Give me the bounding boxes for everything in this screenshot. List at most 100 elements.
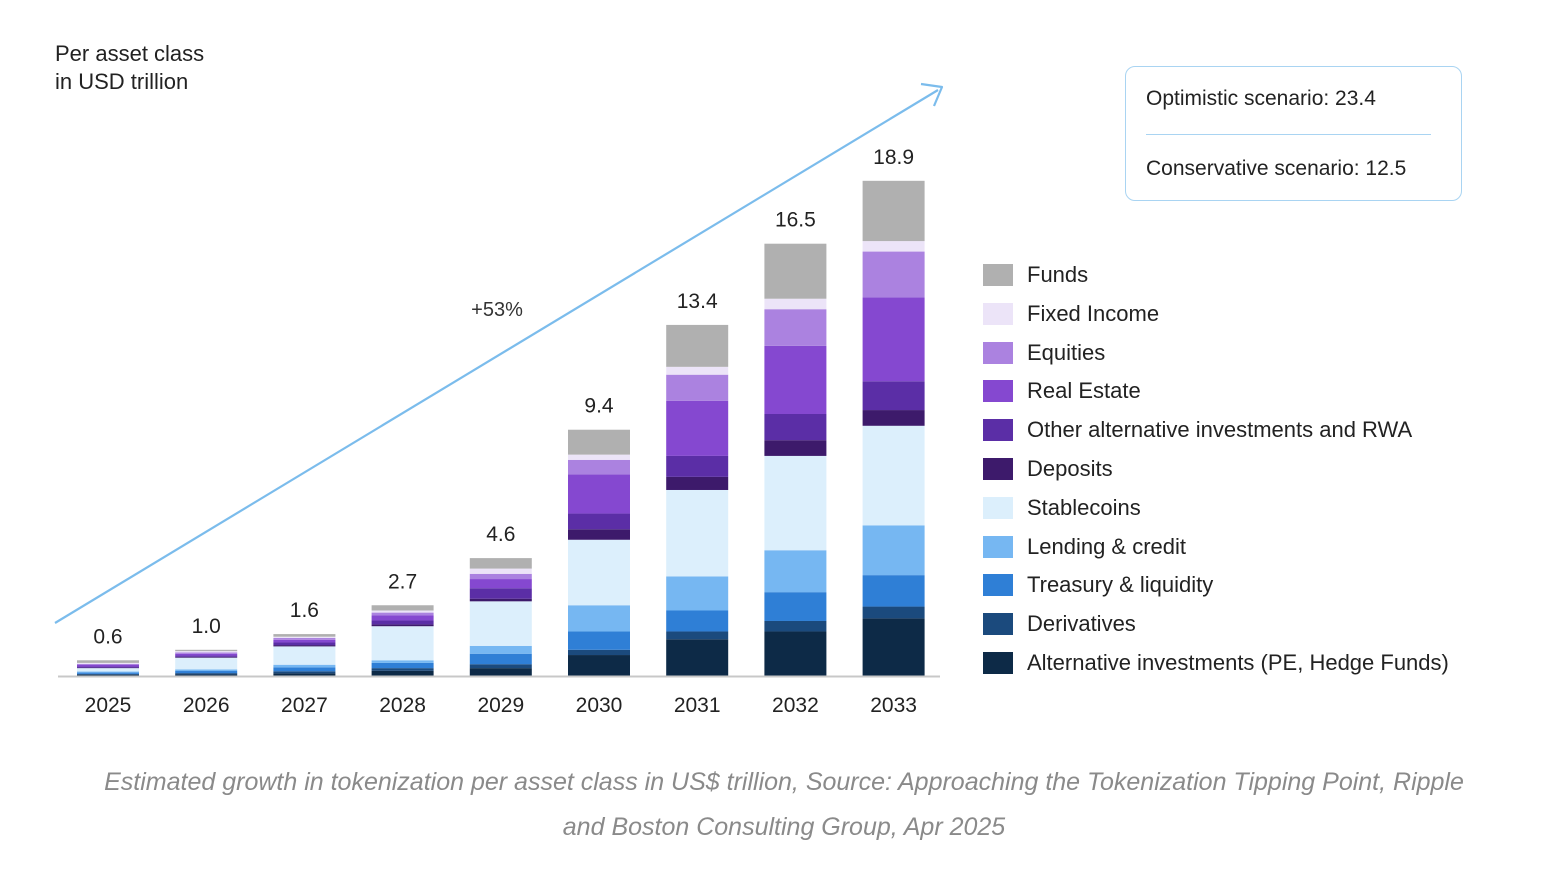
bar-total-label-2030: 9.4 xyxy=(584,395,614,418)
bar-segment-2030-1 xyxy=(568,649,630,656)
x-tick-label-2027: 2027 xyxy=(281,694,328,717)
legend-item: Alternative investments (PE, Hedge Funds… xyxy=(983,648,1449,678)
legend-label: Alternative investments (PE, Hedge Funds… xyxy=(1027,650,1449,675)
bar-segment-2033-7 xyxy=(862,297,925,382)
legend-swatch xyxy=(983,496,1013,519)
legend-item: Funds xyxy=(983,260,1088,290)
bar-segment-2028-7 xyxy=(371,615,434,621)
bar-segment-2032-8 xyxy=(764,309,827,346)
bar-segment-2027-3 xyxy=(273,664,336,668)
bar-segment-2026-1 xyxy=(175,673,238,675)
bar-segment-2031-9 xyxy=(666,366,729,375)
bar-segment-2028-8 xyxy=(371,612,434,616)
bar-segment-2027-10 xyxy=(273,634,336,637)
legend-item: Treasury & liquidity xyxy=(983,570,1213,600)
bar-segment-2027-6 xyxy=(273,642,336,646)
bar-segment-2026-0 xyxy=(175,674,238,676)
legend-swatch xyxy=(983,380,1013,403)
legend-item: Lending & credit xyxy=(983,532,1186,562)
legend-swatch xyxy=(983,419,1013,442)
bar-segment-2030-5 xyxy=(568,529,630,540)
bar-segment-2027-9 xyxy=(273,636,336,639)
bar-total-label-2031: 13.4 xyxy=(677,290,718,313)
bar-segment-2031-4 xyxy=(666,489,729,577)
bar-segment-2028-4 xyxy=(371,626,434,661)
bar-segment-2027-2 xyxy=(273,667,336,672)
x-tick-label-2025: 2025 xyxy=(85,694,132,717)
bar-total-label-2032: 16.5 xyxy=(775,209,816,232)
bar-segment-2027-4 xyxy=(273,646,336,665)
legend-label: Real Estate xyxy=(1027,378,1141,404)
bar-segment-2033-9 xyxy=(862,241,925,252)
legend-swatch xyxy=(983,458,1013,480)
legend-item: Stablecoins xyxy=(983,493,1141,523)
bar-segment-2032-2 xyxy=(764,592,827,621)
bar-segment-2025-2 xyxy=(77,672,139,674)
legend-label: Equities xyxy=(1027,339,1106,365)
legend-swatch xyxy=(983,535,1013,558)
bar-total-label-2027: 1.6 xyxy=(290,599,319,622)
bar-segment-2028-10 xyxy=(371,605,434,611)
bar-segment-2032-9 xyxy=(764,298,827,310)
legend-item: Deposits xyxy=(983,454,1113,484)
bar-segment-2029-0 xyxy=(469,668,532,676)
bar-segment-2031-5 xyxy=(666,476,729,490)
bar-segment-2027-0 xyxy=(273,673,336,676)
x-tick-label-2031: 2031 xyxy=(674,694,721,717)
bar-segment-2029-2 xyxy=(469,653,532,665)
bar-segment-2025-8 xyxy=(77,663,139,665)
growth-arrow-head xyxy=(920,82,944,107)
bar-segment-2028-9 xyxy=(371,610,434,613)
bar-segment-2028-1 xyxy=(371,668,434,671)
legend-item: Other alternative investments and RWA xyxy=(983,415,1412,445)
bar-segment-2032-10 xyxy=(764,243,827,299)
bar-segment-2033-10 xyxy=(862,180,925,242)
bar-segment-2029-1 xyxy=(469,664,532,669)
y-axis-label-line-1: Per asset class xyxy=(55,41,205,66)
scenario-divider xyxy=(1146,134,1431,135)
legend-label: Derivatives xyxy=(1027,611,1136,637)
bar-segment-2031-2 xyxy=(666,610,729,632)
bar-segment-2033-6 xyxy=(862,381,925,411)
bar-segment-2032-3 xyxy=(764,550,827,593)
bar-segment-2026-3 xyxy=(175,669,238,672)
bar-segment-2028-2 xyxy=(371,662,434,669)
bar-total-label-2028: 2.7 xyxy=(388,570,417,593)
bar-segment-2027-7 xyxy=(273,639,336,643)
bar-segment-2028-0 xyxy=(371,670,434,676)
bar-segment-2031-3 xyxy=(666,576,729,611)
bar-segment-2032-0 xyxy=(764,631,827,676)
legend-swatch xyxy=(983,574,1013,597)
bar-segment-2032-1 xyxy=(764,620,827,632)
bar-segment-2025-10 xyxy=(77,660,139,663)
legend-swatch xyxy=(983,341,1013,364)
legend-swatch xyxy=(983,613,1013,636)
bar-segment-2025-3 xyxy=(77,671,139,673)
figure-caption: Estimated growth in tokenization per ass… xyxy=(0,760,1568,850)
legend-item: Real Estate xyxy=(983,376,1141,406)
bar-segment-2026-4 xyxy=(175,657,238,670)
bar-segment-2030-0 xyxy=(568,655,630,676)
optimistic-scenario-text: Optimistic scenario: 23.4 xyxy=(1146,87,1376,110)
bar-segment-2029-9 xyxy=(469,568,532,574)
bar-segment-2032-6 xyxy=(764,414,827,441)
legend-label: Fixed Income xyxy=(1027,300,1160,326)
bar-segment-2033-5 xyxy=(862,410,925,426)
bar-segment-2033-3 xyxy=(862,525,925,576)
x-tick-label-2026: 2026 xyxy=(183,694,230,717)
bar-segment-2027-1 xyxy=(273,671,336,674)
bar-segment-2026-5 xyxy=(175,656,238,658)
bar-segment-2028-5 xyxy=(371,624,434,627)
legend-item: Derivatives xyxy=(983,609,1136,639)
bar-segment-2025-5 xyxy=(77,667,139,669)
scenario-box: Optimistic scenario: 23.4 Conservative s… xyxy=(1125,66,1462,201)
bar-segment-2027-5 xyxy=(273,645,336,647)
bar-segment-2029-3 xyxy=(469,645,532,654)
bar-segment-2029-10 xyxy=(469,558,532,569)
bar-segment-2033-4 xyxy=(862,425,925,526)
bar-total-label-2029: 4.6 xyxy=(486,523,515,546)
bar-segment-2026-8 xyxy=(175,652,238,654)
bar-total-label-2025: 0.6 xyxy=(93,625,122,648)
bar-segment-2031-6 xyxy=(666,455,729,477)
